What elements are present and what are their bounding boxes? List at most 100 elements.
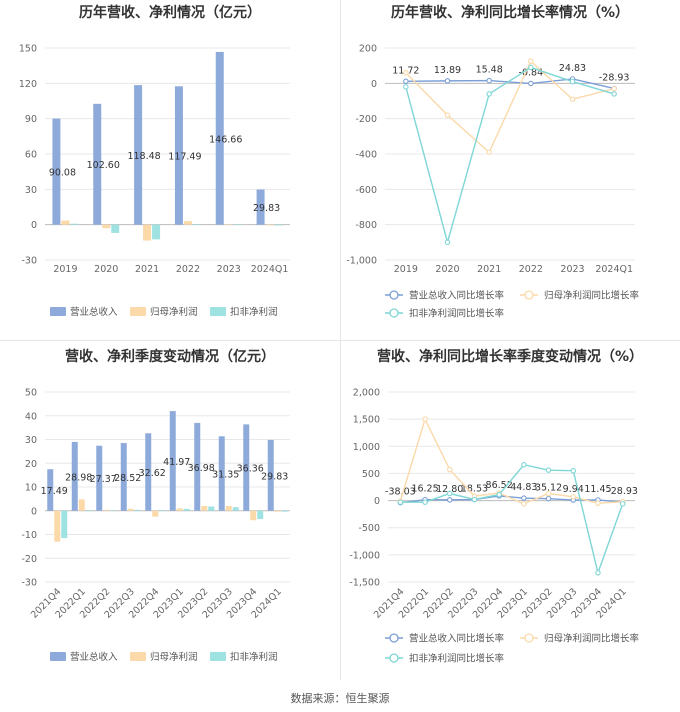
bar-deducted-profit xyxy=(233,224,242,225)
bar-revenue xyxy=(267,439,274,511)
bar-revenue xyxy=(47,469,54,511)
bar-net-profit xyxy=(78,499,85,511)
legend-label: 扣非净利润 xyxy=(230,306,278,318)
y-tick-label: 0 xyxy=(31,220,37,231)
data-label: 31.35 xyxy=(212,470,239,481)
x-tick-label: 2023 xyxy=(560,264,584,275)
y-tick-label: 30 xyxy=(25,435,37,446)
y-tick-label: -30 xyxy=(21,256,37,267)
legend-swatch xyxy=(130,652,146,661)
data-label: 35.12 xyxy=(535,483,562,494)
data-label: 12.80 xyxy=(436,484,463,495)
bar-revenue xyxy=(52,118,61,225)
quarter-bar-panel: 营收、净利季度变动情况（亿元） -30 -20 -10 0 10 20 30 40 50 2021… xyxy=(0,340,340,680)
bar-net-profit xyxy=(265,224,274,226)
data-label: 102.60 xyxy=(87,160,120,171)
bar-net-profit xyxy=(225,506,232,511)
bar-deducted-profit xyxy=(232,507,239,511)
legend-label: 归母净利润同比增长率 xyxy=(544,290,640,302)
bar-revenue xyxy=(243,424,250,511)
quarter-bar-title: 营收、净利季度变动情况（亿元） xyxy=(65,349,275,365)
legend-marker xyxy=(524,633,534,643)
series-point xyxy=(444,78,451,84)
series-point xyxy=(619,501,626,507)
bar-revenue xyxy=(256,189,265,225)
bar-net-profit xyxy=(176,508,183,511)
y-tick-label: 1,000 xyxy=(353,442,380,453)
bar-revenue xyxy=(71,441,78,511)
bar-deducted-profit xyxy=(208,506,215,511)
data-label: 32.62 xyxy=(139,468,166,479)
y-tick-label: 120 xyxy=(19,79,37,90)
data-label: 11.45 xyxy=(584,484,611,495)
series-point xyxy=(545,490,552,497)
bar-deducted-profit xyxy=(257,510,264,520)
bar-revenue xyxy=(174,86,183,225)
y-tick-label: -1,500 xyxy=(349,578,380,589)
legend-swatch xyxy=(210,652,226,661)
legend-marker xyxy=(524,290,534,300)
y-tick-label: -1,000 xyxy=(346,256,377,267)
bar-revenue xyxy=(194,422,201,511)
bar-revenue xyxy=(93,103,102,225)
bar-deducted-profit xyxy=(281,510,288,512)
bar-net-profit xyxy=(224,224,233,225)
y-tick-label: -800 xyxy=(355,220,377,231)
data-label: 13.89 xyxy=(434,65,461,76)
bar-deducted-profit xyxy=(152,224,161,240)
y-tick-label: 20 xyxy=(25,459,37,470)
data-label: 41.97 xyxy=(163,457,190,468)
x-tick-label: 2019 xyxy=(394,264,418,275)
annual-line-chart: -1,000 -800 -600 -400 -200 0 200 2019 2020 2021 20… xyxy=(346,44,640,320)
quarter-bar-chart: -30-20-10010203040502021Q42022Q12022Q220… xyxy=(21,388,290,663)
legend-swatch xyxy=(130,307,146,316)
y-tick-label: 200 xyxy=(359,44,377,55)
data-label: 90.08 xyxy=(49,168,76,179)
bar-net-profit xyxy=(143,224,152,241)
data-label: 118.48 xyxy=(127,151,160,162)
legend-swatch xyxy=(210,307,226,316)
x-tick-label: 2021 xyxy=(477,264,501,275)
data-label: -38.03 xyxy=(385,487,416,498)
annual-bar-chart: -30 0 30 60 90 120 150 2019 2020 2021 2022 2023 2024… xyxy=(19,44,290,318)
series-point xyxy=(496,491,502,498)
y-tick-label: 1,500 xyxy=(353,415,380,426)
series-point xyxy=(545,495,552,502)
bar-revenue xyxy=(218,436,225,511)
bar-deducted-profit xyxy=(85,510,92,511)
y-tick-label: 2,000 xyxy=(353,388,380,399)
series-point xyxy=(521,501,527,507)
bar-revenue xyxy=(215,51,224,225)
bar-net-profit xyxy=(102,224,111,229)
x-tick-label: 2020 xyxy=(94,264,118,275)
y-tick-label: 0 xyxy=(371,79,377,90)
data-label: 86.52 xyxy=(486,480,513,491)
bar-deducted-profit xyxy=(274,224,283,226)
x-tick-label: 2019 xyxy=(53,264,77,275)
series-point xyxy=(422,499,428,505)
series-point xyxy=(595,570,601,576)
legend-label: 归母净利润同比增长率 xyxy=(544,633,640,645)
data-label: -0.84 xyxy=(519,67,544,78)
y-tick-label: 0 xyxy=(374,496,380,507)
y-tick-label: -600 xyxy=(355,185,377,196)
x-tick-label: 2024Q1 xyxy=(595,264,633,275)
legend-label: 扣非净利润同比增长率 xyxy=(409,653,505,665)
legend-label: 营业总收入同比增长率 xyxy=(409,290,505,302)
y-tick-label: -10 xyxy=(21,530,37,541)
bar-deducted-profit xyxy=(110,510,117,511)
y-tick-label: 30 xyxy=(25,185,37,196)
bar-net-profit xyxy=(152,510,159,517)
bar-deducted-profit xyxy=(70,223,79,225)
y-tick-label: -30 xyxy=(21,578,37,589)
legend-label: 营业总收入同比增长率 xyxy=(409,633,505,645)
horizontal-divider xyxy=(0,340,680,341)
bar-revenue xyxy=(96,445,103,511)
series-point xyxy=(611,91,617,97)
x-tick-label: 2023 xyxy=(217,264,241,275)
data-label: 28.52 xyxy=(114,473,141,484)
bar-net-profit xyxy=(183,221,192,225)
y-tick-label: 50 xyxy=(25,388,37,399)
series-point xyxy=(611,85,617,92)
series-point xyxy=(528,64,534,71)
